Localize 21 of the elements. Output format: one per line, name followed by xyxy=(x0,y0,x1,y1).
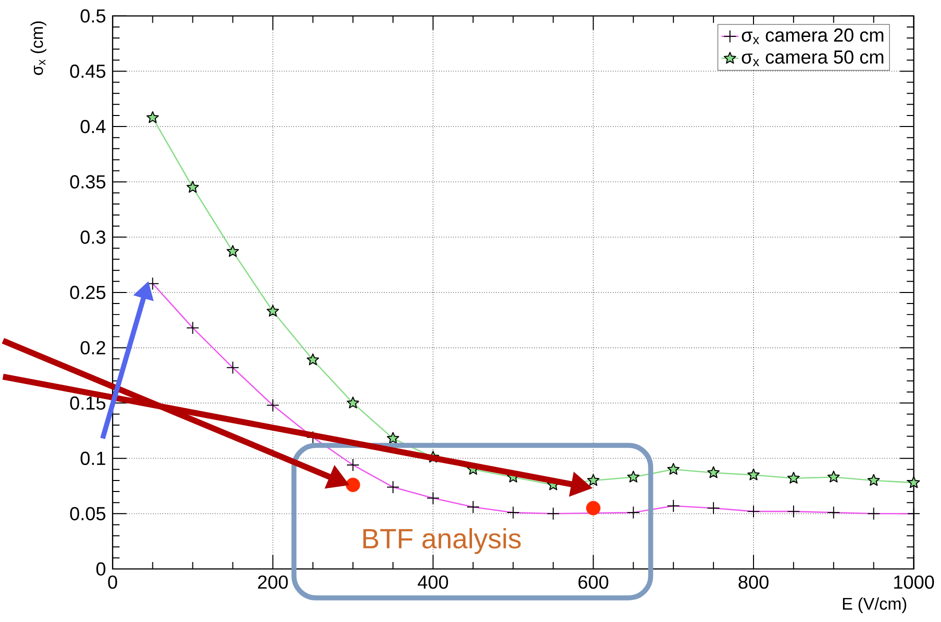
y-tick-label: 0.1 xyxy=(80,452,106,466)
legend-label: σ$_{x}$ camera 50 cm xyxy=(742,50,884,66)
y-tick-label: 0.4 xyxy=(80,120,106,134)
x-axis-title: E (V/cm) xyxy=(843,597,906,614)
legend-label: σ$_{x}$ camera 20 cm xyxy=(742,28,884,44)
annotation: BTF analysis xyxy=(363,528,521,554)
x-tick-label: 400 xyxy=(418,576,448,589)
x-tick-label: 200 xyxy=(258,576,288,589)
y-axis-title: σ$_{x}$ (cm) xyxy=(30,22,46,76)
y-tick-label: 0.25 xyxy=(70,286,106,300)
y-tick-label: 0.05 xyxy=(70,507,106,520)
y-tick-label: 0.3 xyxy=(80,230,106,244)
x-tick-label: 600 xyxy=(578,576,608,589)
y-tick-label: 0.45 xyxy=(70,64,106,78)
y-tick-label: 0.5 xyxy=(80,9,106,23)
y-tick-label: 0.35 xyxy=(70,175,106,189)
x-tick-label: 800 xyxy=(738,576,768,589)
y-tick-label: 0 xyxy=(96,562,106,576)
x-tick-label: 0 xyxy=(108,576,118,589)
y-tick-label: 0.2 xyxy=(80,341,106,355)
x-tick-label: 1000 xyxy=(894,576,934,589)
